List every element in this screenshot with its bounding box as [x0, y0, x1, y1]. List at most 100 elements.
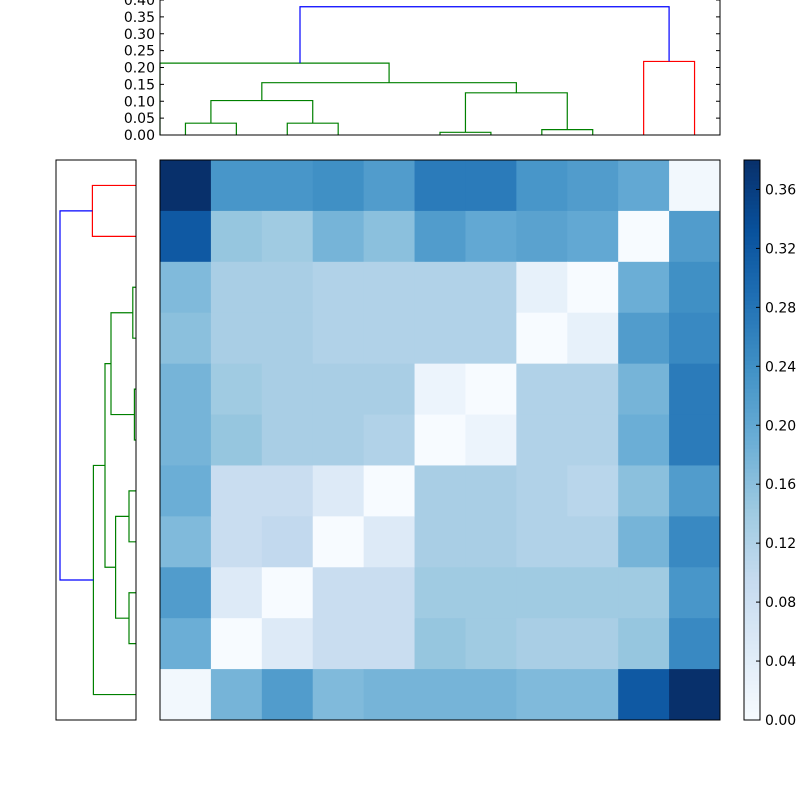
heatmap-cell — [363, 210, 416, 263]
colorbar-tick-label: 0.16 — [765, 477, 796, 493]
dendrogram-link — [541, 129, 594, 135]
colorbar-segment — [744, 560, 760, 565]
colorbar-segment — [744, 352, 760, 357]
colorbar-segment — [744, 284, 760, 289]
colorbar-segment — [744, 468, 760, 473]
heatmap-cell — [312, 261, 365, 314]
colorbar-segment — [744, 492, 760, 497]
colorbar: 0.00 0.04 0.08 0.12 0.16 0.20 0.24 0.28 0.32 0.36 — [743, 159, 796, 729]
heatmap-cell — [567, 618, 619, 670]
heatmap-cell — [363, 261, 416, 314]
colorbar-segment — [744, 668, 760, 673]
heatmap-cell — [363, 618, 416, 670]
colorbar-segment — [744, 604, 760, 609]
colorbar-segment — [744, 556, 760, 561]
colorbar-segment — [744, 252, 760, 257]
colorbar-segment — [744, 264, 760, 269]
heatmap-cell — [312, 160, 365, 212]
heatmap-cell — [363, 516, 416, 568]
colorbar-segment — [744, 424, 760, 429]
colorbar-segment — [744, 504, 760, 509]
heatmap-cell — [567, 210, 619, 263]
colorbar-segment — [744, 432, 760, 437]
colorbar-segment — [744, 160, 760, 165]
heatmap-cell — [312, 210, 365, 263]
colorbar-segment — [744, 296, 760, 301]
colorbar-segment — [744, 620, 760, 625]
colorbar-segment — [744, 660, 760, 665]
dendrogram-link — [159, 62, 390, 135]
colorbar-segment — [744, 244, 760, 249]
heatmap-cell — [465, 414, 517, 466]
heatmap-cell — [363, 465, 416, 517]
heatmap-cell — [669, 669, 721, 721]
heatmap-cell — [465, 567, 517, 619]
heatmap-cell — [669, 160, 721, 212]
heatmap-cell — [363, 312, 416, 365]
heatmap-cell — [618, 160, 670, 212]
heatmap-cell — [160, 465, 212, 517]
colorbar-segment — [744, 304, 760, 309]
heatmap-cell — [312, 669, 365, 721]
heatmap-cell — [465, 618, 517, 670]
heatmap-cell — [516, 465, 568, 517]
colorbar-segment — [744, 228, 760, 233]
colorbar-segment — [744, 640, 760, 645]
heatmap-cell — [414, 669, 466, 721]
colorbar-segment — [744, 312, 760, 317]
dendrogram-link — [114, 515, 129, 619]
colorbar-segment — [744, 428, 760, 433]
colorbar-segment — [744, 372, 760, 377]
heatmap-cell — [465, 363, 517, 416]
heatmap-cell — [516, 363, 568, 416]
dendrogram-link — [464, 92, 568, 133]
heatmap-cell — [210, 414, 263, 466]
y-tick-label: 0.35 — [124, 10, 155, 26]
heatmap-cell — [516, 567, 568, 619]
heatmap — [159, 159, 721, 721]
colorbar-segment — [744, 484, 760, 489]
colorbar-segment — [744, 300, 760, 305]
heatmap-cell — [567, 160, 619, 212]
colorbar-segment — [744, 552, 760, 557]
colorbar-segment — [744, 696, 760, 701]
colorbar-segment — [744, 176, 760, 181]
heatmap-cell — [363, 363, 416, 416]
heatmap-cell — [618, 618, 670, 670]
dendrogram-link — [92, 464, 136, 696]
colorbar-segment — [744, 344, 760, 349]
heatmap-cell — [261, 567, 314, 619]
heatmap-cell — [210, 312, 263, 365]
heatmap-cell — [516, 261, 568, 314]
dendrogram-link — [261, 82, 517, 101]
colorbar-segment — [744, 544, 760, 549]
heatmap-cell — [160, 516, 212, 568]
colorbar-segment — [744, 632, 760, 637]
colorbar-segment — [744, 172, 760, 177]
colorbar-segment — [744, 184, 760, 189]
colorbar-segment — [744, 392, 760, 397]
heatmap-cell — [414, 363, 466, 416]
heatmap-cell — [160, 363, 212, 416]
heatmap-cell — [210, 363, 263, 416]
heatmap-cell — [160, 312, 212, 365]
colorbar-segment — [744, 516, 760, 521]
heatmap-cell — [465, 312, 517, 365]
colorbar-segment — [744, 192, 760, 197]
heatmap-cell — [465, 669, 517, 721]
y-tick-label: 0.25 — [124, 44, 155, 60]
colorbar-segment — [744, 564, 760, 569]
colorbar-segment — [744, 280, 760, 285]
colorbar-segment — [744, 340, 760, 345]
colorbar-segment — [744, 472, 760, 477]
heatmap-cell — [210, 210, 263, 263]
left-dendrogram — [55, 159, 137, 721]
colorbar-segment — [744, 500, 760, 505]
colorbar-segment — [744, 240, 760, 245]
heatmap-cell — [618, 261, 670, 314]
colorbar-segment — [744, 328, 760, 333]
colorbar-segment — [744, 652, 760, 657]
heatmap-cell — [669, 312, 721, 365]
colorbar-segment — [744, 448, 760, 453]
colorbar-segment — [744, 460, 760, 465]
